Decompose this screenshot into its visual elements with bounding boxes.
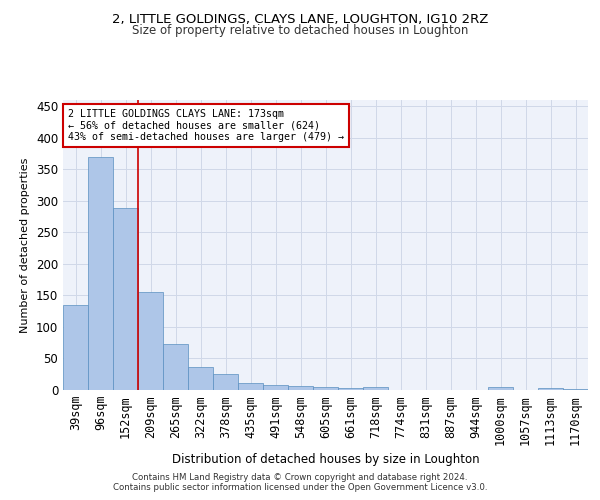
Bar	[288, 386, 313, 390]
X-axis label: Distribution of detached houses by size in Loughton: Distribution of detached houses by size …	[172, 453, 479, 466]
Bar	[338, 388, 363, 390]
Bar	[363, 387, 388, 390]
Text: Contains public sector information licensed under the Open Government Licence v3: Contains public sector information licen…	[113, 483, 487, 492]
Bar	[113, 208, 138, 390]
Bar	[538, 388, 563, 390]
Bar	[188, 366, 213, 390]
Bar	[138, 292, 163, 390]
Bar	[313, 388, 338, 390]
Y-axis label: Number of detached properties: Number of detached properties	[20, 158, 31, 332]
Text: 2 LITTLE GOLDINGS CLAYS LANE: 173sqm
← 56% of detached houses are smaller (624)
: 2 LITTLE GOLDINGS CLAYS LANE: 173sqm ← 5…	[68, 108, 344, 142]
Bar	[163, 344, 188, 390]
Bar	[488, 388, 513, 390]
Text: 2, LITTLE GOLDINGS, CLAYS LANE, LOUGHTON, IG10 2RZ: 2, LITTLE GOLDINGS, CLAYS LANE, LOUGHTON…	[112, 12, 488, 26]
Bar	[263, 385, 288, 390]
Bar	[238, 383, 263, 390]
Bar	[213, 374, 238, 390]
Text: Contains HM Land Registry data © Crown copyright and database right 2024.: Contains HM Land Registry data © Crown c…	[132, 473, 468, 482]
Text: Size of property relative to detached houses in Loughton: Size of property relative to detached ho…	[132, 24, 468, 37]
Bar	[88, 156, 113, 390]
Bar	[63, 305, 88, 390]
